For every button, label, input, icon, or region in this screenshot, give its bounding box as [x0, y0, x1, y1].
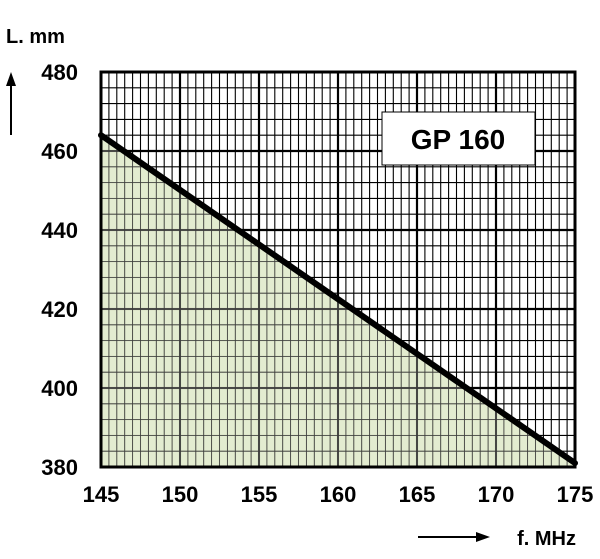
- x-tick-label: 170: [478, 482, 515, 507]
- x-tick-label: 155: [241, 482, 278, 507]
- title-box: [381, 111, 536, 166]
- x-arrow-icon: [418, 532, 490, 542]
- x-tick-label: 175: [557, 482, 594, 507]
- y-tick-label: 480: [41, 60, 78, 85]
- y-axis-label: L. mm: [6, 26, 65, 48]
- x-tick-label: 145: [83, 482, 120, 507]
- x-tick-label: 150: [162, 482, 199, 507]
- x-tick-labels: 145 150 155 160 165 170 175: [83, 482, 594, 507]
- chart-title: GP 160: [411, 124, 505, 155]
- y-arrow-icon: [6, 72, 16, 135]
- y-tick-label: 380: [41, 455, 78, 480]
- y-tick-label: 400: [41, 376, 78, 401]
- y-tick-labels: 380 400 420 440 460 480: [41, 60, 78, 480]
- y-tick-label: 420: [41, 297, 78, 322]
- plot-frame: [99, 70, 577, 469]
- y-tick-label: 440: [41, 218, 78, 243]
- y-tick-label: 460: [41, 139, 78, 164]
- x-tick-label: 165: [399, 482, 436, 507]
- series-line: [98, 132, 578, 467]
- x-tick-label: 160: [320, 482, 357, 507]
- x-axis-label: f. MHz: [517, 528, 576, 550]
